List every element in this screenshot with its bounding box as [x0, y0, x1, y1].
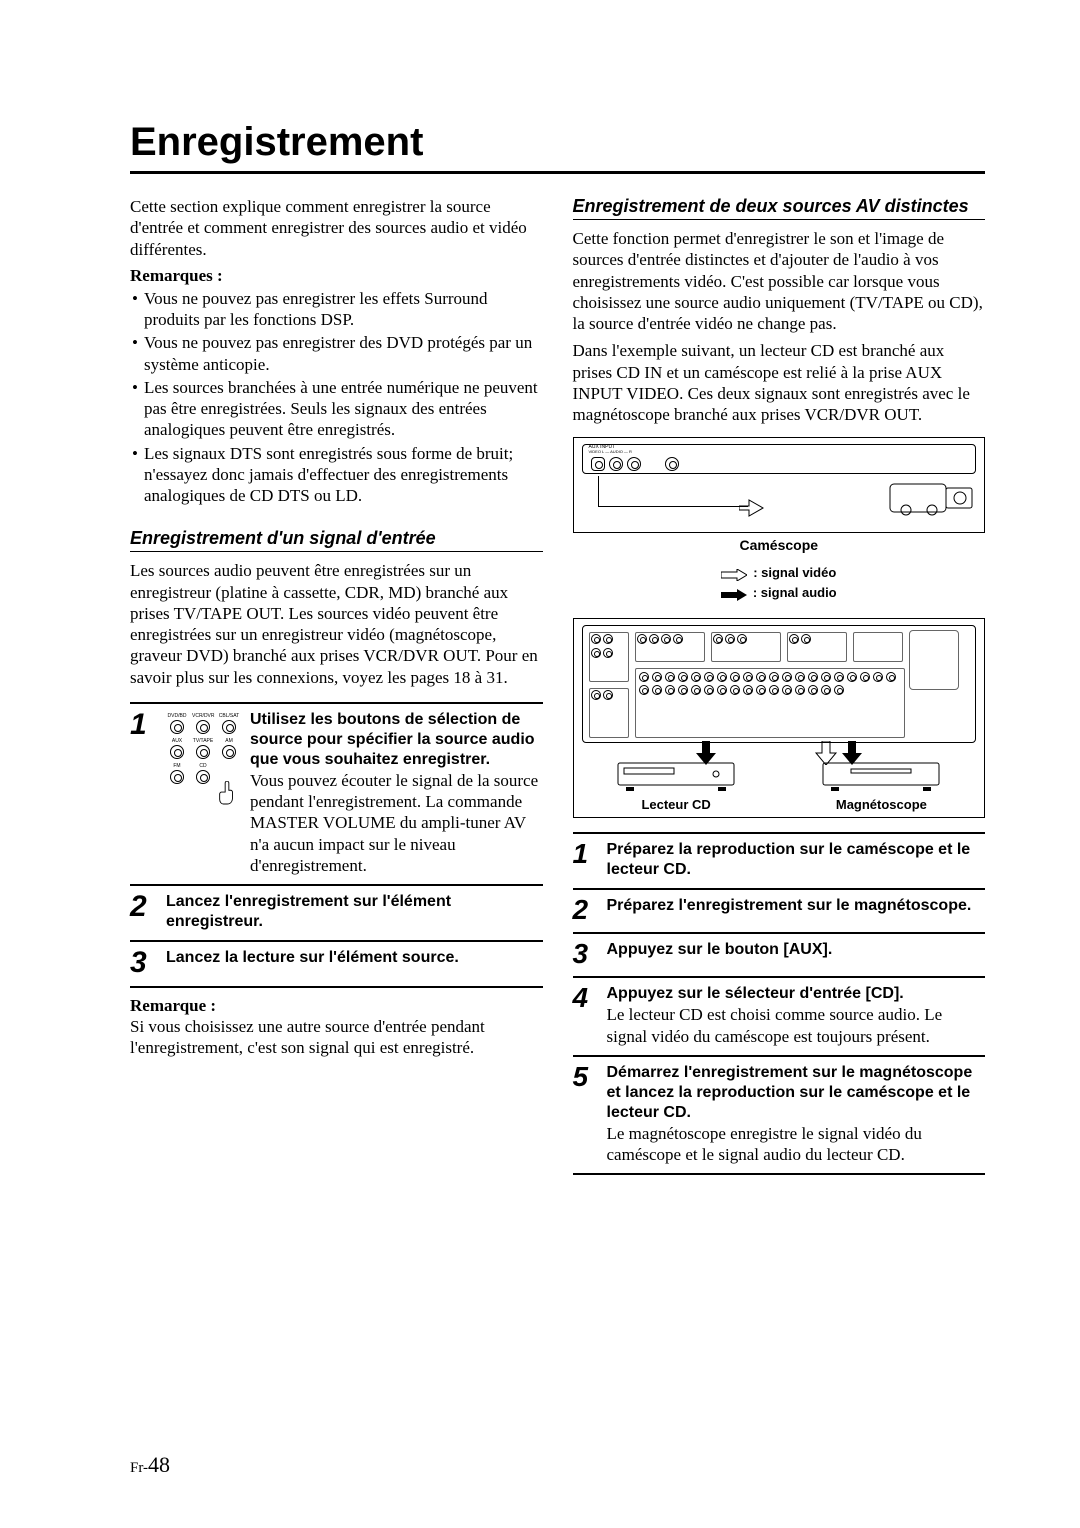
step-1-body: Vous pouvez écouter le signal de la sour… [250, 770, 543, 876]
right-steps: 1 Préparez la reproduction sur le camésc… [573, 832, 986, 1175]
jack-icon [591, 457, 605, 471]
step-3-content: Lancez la lecture sur l'élément source. [166, 948, 543, 978]
step-2: 2 Lancez l'enregistrement sur l'élément … [130, 886, 543, 942]
left-column: Cette section explique comment enregistr… [130, 196, 543, 1175]
remarque-item: Vous ne pouvez pas enregistrer les effet… [130, 288, 543, 331]
legend-audio-label: : signal audio [753, 583, 837, 603]
selector-button-icon [196, 770, 210, 784]
step-1-content: Utilisez les boutons de sélection de sou… [250, 710, 543, 876]
video-arrow-icon [721, 567, 747, 579]
page-prefix: Fr- [130, 1460, 148, 1476]
r-step-1-lead: Préparez la reproduction sur le caméscop… [607, 840, 986, 880]
r-step-2-lead: Préparez l'enregistrement sur le magnéto… [607, 896, 986, 916]
rear-panel-diagram: Lecteur CD Magnétoscope [573, 618, 986, 818]
r-step-4-body: Le lecteur CD est choisi comme source au… [607, 1004, 986, 1047]
connection-line [598, 506, 748, 507]
r-step-5-lead: Démarrez l'enregistrement sur le magnéto… [607, 1063, 986, 1123]
step-1: 1 DVD/BD VCR/DVR CBL/SAT AUX TV/TAPE AM … [130, 704, 543, 886]
selector-button-icon [170, 745, 184, 759]
aux-sub-label: VIDEO L — AUDIO — R [589, 449, 632, 454]
signal-arrow-icon [739, 484, 779, 532]
selector-button-icon [222, 745, 236, 759]
selector-label: FM [166, 764, 188, 769]
two-column-layout: Cette section explique comment enregistr… [130, 196, 985, 1175]
selector-button-icon [170, 720, 184, 734]
selector-label: TV/TAPE [192, 739, 214, 744]
r-step-3-lead: Appuyez sur le bouton [AUX]. [607, 940, 986, 960]
remarques-heading: Remarques : [130, 266, 543, 286]
r-step-5-body: Le magnétoscope enregistre le signal vid… [607, 1123, 986, 1166]
r-step-5: 5 Démarrez l'enregistrement sur le magné… [573, 1057, 986, 1176]
step-number: 1 [130, 710, 156, 876]
connection-line [598, 476, 599, 506]
selector-button-icon [196, 720, 210, 734]
page-title: Enregistrement [130, 120, 985, 174]
selector-label: DVD/BD [166, 714, 188, 719]
sub1-body: Les sources audio peuvent être enregistr… [130, 560, 543, 688]
intro-text: Cette section explique comment enregistr… [130, 196, 543, 260]
hand-pointer-icon [216, 781, 236, 803]
selector-label: CD [192, 764, 214, 769]
remarque-item: Les signaux DTS sont enregistrés sous fo… [130, 443, 543, 507]
step-number: 5 [573, 1063, 597, 1091]
r-step-3: 3 Appuyez sur le bouton [AUX]. [573, 934, 986, 978]
right-column: Enregistrement de deux sources AV distin… [573, 196, 986, 1175]
step-number: 3 [573, 940, 597, 968]
audio-arrow-down-icon [694, 741, 718, 765]
selector-label: VCR/DVR [192, 714, 214, 719]
remarques-list: Vous ne pouvez pas enregistrer les effet… [130, 288, 543, 507]
video-arrow-down-icon [814, 741, 838, 765]
subhead-deux-sources: Enregistrement de deux sources AV distin… [573, 196, 986, 220]
rear-panel-icon [582, 625, 977, 743]
vcr-device: Magnétoscope [821, 761, 941, 812]
audio-arrow-down-icon [840, 741, 864, 765]
camcorder-icon [888, 478, 978, 518]
legend-video-label: : signal vidéo [753, 563, 836, 583]
camcorder-label: Caméscope [573, 537, 986, 553]
r-step-4-lead: Appuyez sur le sélecteur d'entrée [CD]. [607, 984, 986, 1004]
cd-player-label: Lecteur CD [616, 797, 736, 812]
step-number: 2 [130, 892, 156, 932]
vcr-label: Magnétoscope [821, 797, 941, 812]
selector-button-icon [222, 720, 236, 734]
remarque-item: Vous ne pouvez pas enregistrer des DVD p… [130, 332, 543, 375]
step-2-content: Lancez l'enregistrement sur l'élément en… [166, 892, 543, 932]
remarque-heading: Remarque : [130, 996, 543, 1016]
step-number: 2 [573, 896, 597, 924]
signal-legend: : signal vidéo : signal audio [573, 563, 986, 602]
selector-button-icon [170, 770, 184, 784]
step-1-lead: Utilisez les boutons de sélection de sou… [250, 710, 543, 770]
page-number: Fr-48 [130, 1452, 170, 1478]
audio-arrow-icon [721, 587, 747, 599]
step-2-lead: Lancez l'enregistrement sur l'élément en… [166, 892, 543, 932]
step-3-lead: Lancez la lecture sur l'élément source. [166, 948, 543, 968]
selector-label: AUX [166, 739, 188, 744]
r-step-2: 2 Préparez l'enregistrement sur le magné… [573, 890, 986, 934]
r-step-4: 4 Appuyez sur le sélecteur d'entrée [CD]… [573, 978, 986, 1057]
jack-icon [665, 457, 679, 471]
page-number-value: 48 [148, 1452, 170, 1477]
right-body-2: Dans l'exemple suivant, un lecteur CD es… [573, 340, 986, 425]
selector-buttons-diagram: DVD/BD VCR/DVR CBL/SAT AUX TV/TAPE AM FM… [166, 710, 240, 876]
front-panel-diagram: AUX INPUT VIDEO L — AUDIO — R [573, 437, 986, 533]
step-number: 4 [573, 984, 597, 1012]
left-steps: 1 DVD/BD VCR/DVR CBL/SAT AUX TV/TAPE AM … [130, 702, 543, 988]
jack-icon [609, 457, 623, 471]
right-body-1: Cette fonction permet d'enregistrer le s… [573, 228, 986, 334]
selector-label: CBL/SAT [218, 714, 240, 719]
vcr-icon [821, 761, 941, 793]
remarque-body: Si vous choisissez une autre source d'en… [130, 1016, 543, 1059]
subhead-signal-entree: Enregistrement d'un signal d'entrée [130, 528, 543, 552]
step-3: 3 Lancez la lecture sur l'élément source… [130, 942, 543, 988]
cd-player-device: Lecteur CD [616, 761, 736, 812]
remarque-item: Les sources branchées à une entrée numér… [130, 377, 543, 441]
cd-player-icon [616, 761, 736, 793]
r-step-1: 1 Préparez la reproduction sur le camésc… [573, 834, 986, 890]
selector-label: AM [218, 739, 240, 744]
selector-button-icon [196, 745, 210, 759]
jack-icon [627, 457, 641, 471]
step-number: 1 [573, 840, 597, 868]
step-number: 3 [130, 948, 156, 978]
front-panel-icon: AUX INPUT VIDEO L — AUDIO — R [582, 444, 977, 474]
